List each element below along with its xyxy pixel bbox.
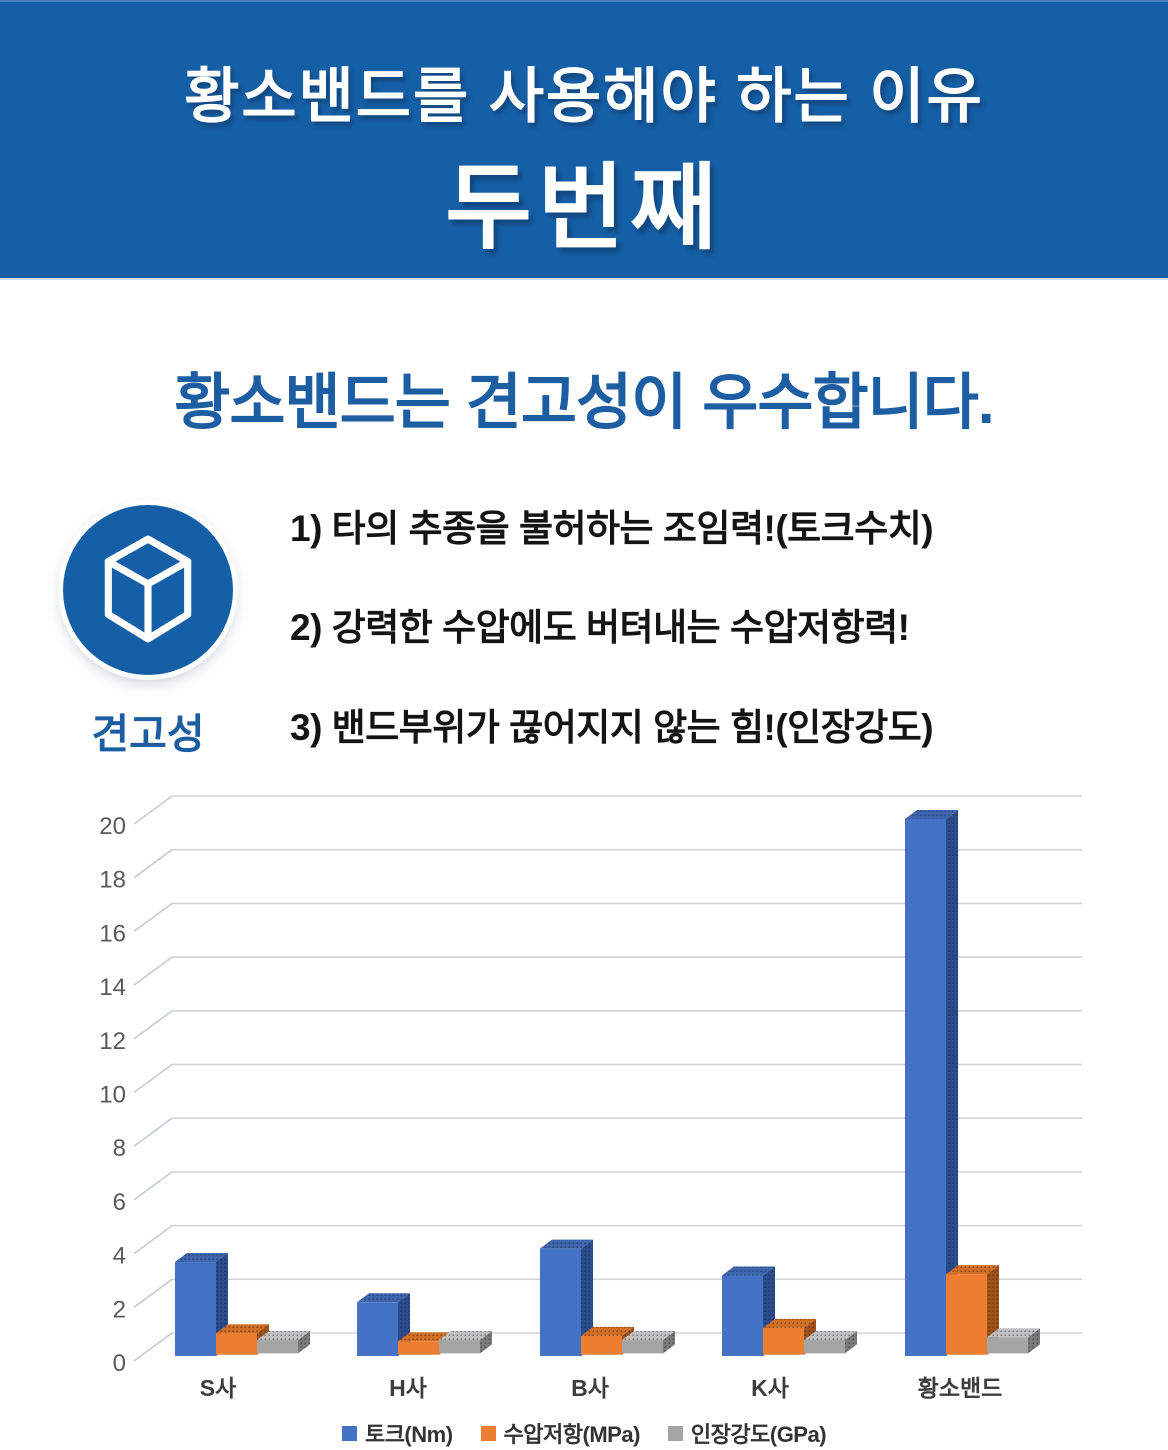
gridline-tick	[133, 849, 173, 879]
gridline-tick	[133, 1278, 173, 1308]
feature-point: 1) 타의 추종을 불허하는 조임력!(토크수치)	[290, 508, 934, 549]
bar-group-황소밴드	[905, 810, 1040, 1356]
y-tick-label: 16	[99, 920, 126, 947]
bar-side-texture	[1028, 1328, 1040, 1354]
y-tick-label: 0	[113, 1350, 126, 1377]
bar-top-texture	[722, 1266, 775, 1276]
bar-front	[439, 1339, 480, 1354]
y-tick-label: 4	[113, 1243, 126, 1270]
bar-front	[540, 1248, 581, 1356]
bar-top-texture	[987, 1328, 1040, 1338]
bar-side-texture	[298, 1330, 310, 1354]
bar-top-texture	[622, 1330, 675, 1340]
gridline-tick	[133, 1171, 173, 1201]
feature-point: 3) 밴드부위가 끊어지지 않는 힘!(인장강도)	[290, 706, 934, 748]
bar-top-texture	[763, 1318, 816, 1328]
bar-front	[357, 1302, 398, 1356]
y-tick-label: 20	[99, 813, 126, 840]
gridline-tick	[133, 1224, 173, 1255]
bar-front	[175, 1262, 216, 1356]
feature-points: 1) 타의 추종을 불허하는 조임력!(토크수치) 2) 강력한 수압에도 버텨…	[290, 507, 1130, 750]
bar-front	[804, 1339, 845, 1354]
bar-top-texture	[398, 1332, 451, 1342]
bar-front	[946, 1274, 987, 1355]
legend-swatch	[480, 1425, 496, 1441]
legend-label: 토크(Nm)	[364, 1422, 453, 1447]
bar-top-texture	[216, 1324, 269, 1334]
bar-group-K사	[722, 1266, 857, 1356]
bar-front	[216, 1333, 257, 1355]
bar-front	[622, 1339, 663, 1354]
y-tick-label: 12	[99, 1028, 126, 1055]
durability-label: 견고성	[91, 711, 205, 757]
bar-chart-canvas: 0 2 4 6 8 10 12 14 16 18 20 S사 H사 B사 K사 황소밴드	[99, 795, 1082, 1401]
bar-front	[398, 1341, 439, 1355]
banner-title: 두번째	[445, 155, 723, 260]
category-label: K사	[751, 1375, 789, 1401]
legend-swatch	[667, 1425, 683, 1441]
category-label: H사	[389, 1375, 427, 1401]
bar-side-texture	[480, 1330, 492, 1354]
banner-subtitle: 황소밴드를 사용해야 하는 이유	[184, 63, 984, 130]
y-tick-label: 10	[99, 1082, 126, 1109]
bar-top-texture	[439, 1330, 492, 1340]
gridline-tick	[133, 1332, 173, 1362]
feature-point: 2) 강력한 수압에도 버텨내는 수압저항력!	[290, 607, 910, 649]
bar-front	[987, 1337, 1028, 1354]
y-tick-label: 14	[99, 974, 126, 1001]
legend-item: 토크(Nm)	[341, 1417, 453, 1449]
chart-legend: 토크(Nm) 수압저항(MPa) 인장강도(GPa)	[0, 1419, 1168, 1447]
y-tick-label: 2	[113, 1296, 126, 1323]
y-tick-label: 8	[113, 1135, 126, 1162]
category-label: S사	[200, 1375, 237, 1401]
bar-group-S사	[175, 1253, 310, 1356]
bars	[175, 810, 1040, 1356]
legend-item: 수압저항(MPa)	[480, 1417, 641, 1449]
bar-top-texture	[257, 1330, 310, 1340]
bar-top-texture	[905, 810, 958, 819]
bar-top-texture	[804, 1330, 857, 1340]
bar-side-texture	[845, 1330, 857, 1354]
bar-group-B사	[540, 1239, 675, 1356]
bar-front	[581, 1335, 622, 1355]
y-tick-label: 18	[99, 867, 126, 894]
gridline-tick	[133, 795, 173, 825]
legend-label: 인장강도(GPa)	[690, 1422, 827, 1447]
durability-badge	[63, 505, 233, 675]
cube-icon	[104, 535, 192, 643]
gridline-tick	[133, 1117, 173, 1147]
category-labels: S사 H사 B사 K사 황소밴드	[200, 1375, 1003, 1401]
y-tick-label: 6	[113, 1189, 126, 1216]
gridline-tick	[133, 1010, 173, 1040]
bar-side-texture	[946, 810, 958, 1356]
bar-front	[905, 819, 946, 1356]
bar-top-texture	[581, 1326, 634, 1336]
legend-label: 수압저항(MPa)	[503, 1422, 641, 1447]
bar-front	[722, 1275, 763, 1356]
bar-top-texture	[540, 1239, 593, 1249]
bar-side-texture	[581, 1239, 593, 1356]
header-banner: 황소밴드를 사용해야 하는 이유 두번째	[0, 0, 1168, 280]
gridline-tick	[133, 902, 173, 933]
bar-top-texture	[946, 1265, 999, 1275]
bar-top-texture	[357, 1293, 410, 1303]
y-axis-labels: 0 2 4 6 8 10 12 14 16 18 20	[99, 813, 126, 1377]
legend-item: 인장강도(GPa)	[667, 1417, 827, 1449]
category-label: 황소밴드	[918, 1375, 1003, 1401]
bar-top-texture	[175, 1253, 228, 1263]
gridline-tick	[133, 956, 173, 986]
bar-side-texture	[663, 1330, 675, 1354]
page-headline: 황소밴드는 견고성이 우수합니다.	[174, 368, 995, 436]
legend-swatch	[341, 1425, 357, 1441]
category-label: B사	[571, 1375, 609, 1401]
bar-front	[257, 1339, 298, 1354]
bar-group-H사	[357, 1293, 492, 1356]
bar-front	[763, 1327, 804, 1355]
gridline-tick	[133, 1063, 173, 1094]
